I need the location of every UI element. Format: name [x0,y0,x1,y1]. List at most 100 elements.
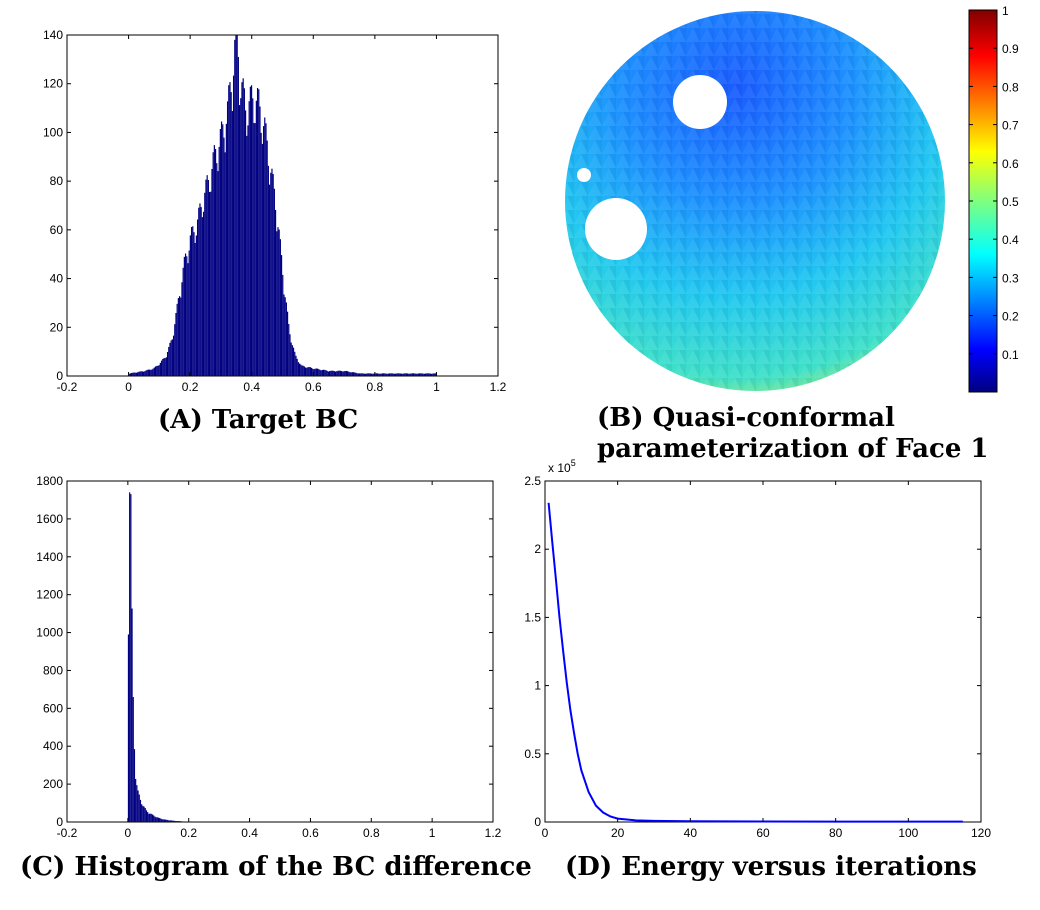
panel-d-ytick-label: 0 [534,815,541,829]
panel-a-bar [342,371,344,376]
panel-a-bar [426,373,428,376]
panel-c-bar [135,778,137,822]
panel-a-bar [297,362,299,376]
panel-a-bar [321,369,323,376]
panel-a-bar [206,175,208,376]
panel-a-bar [168,346,170,376]
panel-c-bar [169,820,172,822]
panel-a-bar [307,367,309,376]
panel-a-ytick-label: 40 [50,272,64,286]
panel-d-ytick-label: 1 [534,679,541,693]
panel-a-bar [192,226,194,376]
panel-a-bar [295,355,297,376]
panel-a-bar [230,92,232,377]
panel-c-bar [149,813,151,822]
panel-a-bar [247,125,249,376]
panel-c-ytick-label: 1200 [36,588,63,602]
panel-a-bar [277,227,279,376]
panel-a-bar [258,89,260,376]
panel-a-bar [378,373,380,376]
panel-a-bar [405,373,407,376]
panel-a-bar [368,373,370,376]
panel-a-bar [384,373,386,376]
panel-a-bar [298,363,301,376]
panel-a-bar [202,211,205,376]
panel-a-bar [344,370,346,376]
panel-d-xtick-label: 120 [971,826,991,840]
colorbar-tick-label: 0.2 [1002,310,1019,324]
panel-c-bar [127,634,130,822]
panel-a-bar [385,373,387,376]
panel-a-bar [348,371,350,376]
panel-c-bar [155,817,157,822]
panel-a-bar [207,179,209,376]
panel-c-bar [130,494,132,822]
panel-a-bar [229,82,231,376]
panel-a-bar [312,368,314,376]
panel-a-bar [292,347,295,376]
panel-c-bar [168,820,170,822]
panel-c-ytick-label: 1600 [36,512,63,526]
panel-a-bar [310,367,313,376]
panel-a-bar [144,371,146,376]
face-hole-small [577,168,591,182]
panel-a-bar [382,373,385,376]
panel-c-bar [150,813,152,822]
panel-c-bar [154,816,156,822]
panel-c-bar [163,819,166,822]
panel-a-bar [345,370,347,376]
panel-a-ytick-label: 60 [50,223,64,237]
panel-a-bar [427,373,429,376]
panel-a-bar [283,294,285,376]
panel-a-bar [226,101,229,377]
panel-a-bar [241,82,243,376]
panel-a-bar [337,370,339,376]
panel-a-xtick-label: -0.2 [57,380,78,394]
panel-a-bar [234,39,236,377]
panel-a-bar [288,324,290,376]
panel-c-ytick-label: 1800 [36,474,63,488]
colorbar-tick-label: 0.7 [1002,119,1019,133]
panel-a-bar [410,373,412,376]
colorbar-tick-label: 0.3 [1002,271,1019,285]
panel-c-xtick-label: 0.2 [180,826,197,840]
panel-c-ytick-label: 200 [43,777,63,791]
panel-a-bar [418,373,421,376]
panel-a-bar [432,373,434,376]
panel-a-bar [398,373,400,376]
panel-c-bar [180,821,182,822]
panel-a-bar [160,360,163,376]
panel-a-bar [333,371,335,376]
panel-c-bar [129,492,131,822]
panel-a-bar [326,370,328,376]
panel-a-bar [177,298,179,376]
panel-a-bar [394,373,397,376]
panel-a-xtick-label: 0 [125,380,132,394]
panel-a-bar [130,372,133,376]
panel-a-bar [140,371,142,376]
panel-c-bar [172,820,174,822]
panel-a-bar [164,358,166,376]
panel-c-xtick-label: -0.2 [57,826,78,840]
panel-a-bar [420,373,422,376]
panel-c-xtick-label: 0.6 [302,826,319,840]
panel-a-xtick-label: 1 [433,380,440,394]
panel-a-bar [415,373,417,376]
panel-a-bar [300,364,302,376]
panel-a-bar [391,373,393,376]
panel-a-bar [146,369,148,376]
panel-c-bar [151,814,154,822]
panel-a-xtick-label: 0.8 [367,380,384,394]
panel-c-bar [156,817,158,822]
panel-d-xtick-label: 60 [756,826,770,840]
panel-c-bar [157,817,160,822]
panel-a-bar [262,126,265,377]
panel-c-bar [175,821,178,822]
panel-a-bar [380,373,382,376]
panel-a-bar [304,367,307,376]
panel-a-bar [182,267,184,376]
panel-a-bar [392,373,394,376]
panel-a-bar [306,367,308,376]
panel-a-bar [178,296,181,376]
panel-c-ytick-label: 1400 [36,550,63,564]
